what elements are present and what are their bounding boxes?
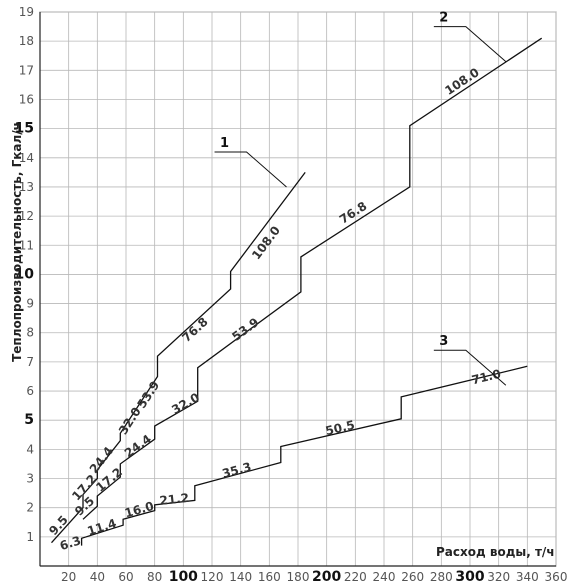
- x-tick-label: 300: [455, 569, 484, 584]
- y-tick-label: 18: [19, 34, 34, 48]
- x-tick-label: 340: [516, 570, 539, 584]
- series-number-3: 3: [439, 334, 448, 349]
- y-tick-label: 14: [19, 151, 34, 165]
- x-tick-label: 60: [118, 570, 133, 584]
- x-tick-label: 20: [61, 570, 76, 584]
- y-tick-label: 19: [19, 5, 34, 19]
- series-lines: [51, 37, 543, 546]
- y-axis-label: Теплопроизводительность, Гкал/ч: [10, 122, 24, 362]
- x-tick-label: 280: [430, 570, 453, 584]
- x-tick-label: 160: [258, 570, 281, 584]
- y-tick-label: 13: [19, 180, 34, 194]
- segment-label: 32.0: [116, 405, 144, 437]
- grid: [39, 11, 557, 567]
- y-tick-label: 3: [26, 472, 34, 486]
- series-leader-3: [433, 349, 507, 386]
- x-tick-label: 120: [201, 570, 224, 584]
- x-tick-label: 80: [147, 570, 162, 584]
- segment-label: 53.9: [229, 315, 261, 344]
- y-tick-label: 1: [26, 530, 34, 544]
- series-line-2: [82, 37, 543, 520]
- x-tick-label: 240: [373, 570, 396, 584]
- x-tick-label: 200: [312, 569, 341, 584]
- series-leader-2: [433, 26, 507, 62]
- y-tick-label: 11: [19, 238, 34, 252]
- x-tick-label: 260: [401, 570, 424, 584]
- segment-label: 9.5: [46, 513, 71, 538]
- y-tick-label: 8: [26, 326, 34, 340]
- y-tick-label: 16: [19, 92, 34, 106]
- x-tick-label: 360: [545, 570, 568, 584]
- x-tick-label: 180: [287, 570, 310, 584]
- y-tick-label: 2: [26, 501, 34, 515]
- y-tick-label: 5: [24, 412, 34, 428]
- y-tick-label: 10: [15, 266, 35, 282]
- y-tick-label: 12: [19, 209, 34, 223]
- x-axis-label: Расход воды, т/ч: [436, 545, 555, 559]
- segment-label: 32.0: [169, 390, 202, 417]
- series-leader-1: [214, 151, 287, 188]
- y-tick-label: 9: [26, 297, 34, 311]
- y-tick-label: 4: [26, 442, 34, 456]
- series-line-3: [80, 365, 528, 546]
- y-tick-label: 15: [15, 121, 34, 137]
- axes: 20 40 60 80 100 120 140 160 180 200 220 240 260 280 30…: [15, 5, 568, 584]
- segment-label: 53.9: [134, 378, 162, 410]
- x-tick-label: 220: [344, 570, 367, 584]
- series-number-1: 1: [220, 136, 229, 151]
- x-tick-label: 40: [90, 570, 105, 584]
- segment-label: 6.3: [58, 533, 82, 553]
- segment-label: 21.2: [159, 491, 190, 508]
- series-line-1: [51, 172, 306, 544]
- series-number-2: 2: [439, 11, 448, 26]
- segment-label: 11.4: [86, 516, 118, 538]
- segment-label: 50.5: [324, 418, 356, 438]
- y-tick-label: 7: [26, 355, 34, 369]
- x-tick-label: 320: [487, 570, 510, 584]
- segment-label: 16.0: [123, 499, 155, 520]
- segment-label: 76.8: [179, 315, 210, 345]
- x-tick-label: 140: [229, 570, 252, 584]
- segment-label: 35.3: [221, 460, 253, 481]
- x-tick-label: 100: [169, 569, 198, 584]
- segment-labels: 9.517.224.432.053.976.8108.019.517.224.4…: [46, 11, 507, 553]
- segment-label: 71.0: [470, 367, 502, 388]
- y-tick-label: 17: [19, 63, 34, 77]
- segment-label: 76.8: [337, 199, 369, 227]
- segment-label: 108.0: [249, 223, 283, 262]
- y-tick-label: 6: [26, 384, 34, 398]
